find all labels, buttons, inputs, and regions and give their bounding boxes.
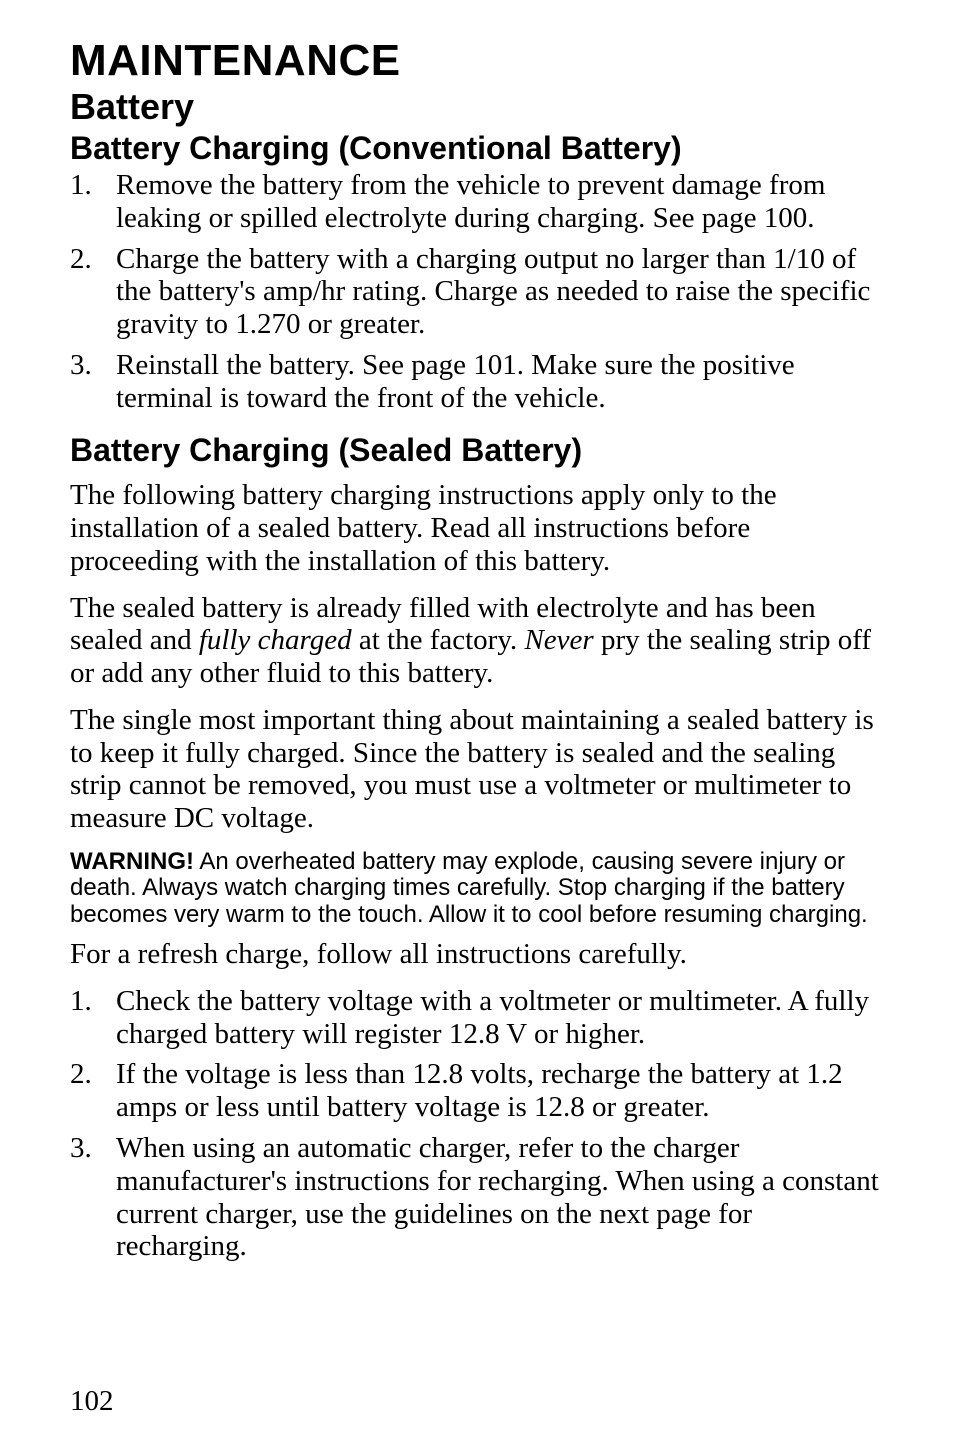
list-item: Reinstall the battery. See page 101. Mak… [70,349,884,415]
doc-subtitle: Battery [70,86,884,128]
section1-heading: Battery Charging (Conventional Battery) [70,130,884,167]
section2-list: Check the battery voltage with a voltmet… [70,985,884,1263]
list-item: Remove the battery from the vehicle to p… [70,169,884,235]
warning-paragraph: WARNING! An overheated battery may explo… [70,849,884,928]
section2-heading: Battery Charging (Sealed Battery) [70,432,884,469]
list-item: Check the battery voltage with a voltmet… [70,985,884,1051]
list-item: Charge the battery with a charging outpu… [70,243,884,341]
italic-text: fully charged [199,624,352,656]
italic-text: Never [524,624,593,656]
section2-p1: The following battery charging instructi… [70,479,884,577]
page-number: 102 [70,1385,114,1418]
section2-p2: The sealed battery is already filled wit… [70,592,884,690]
text-run: at the factory. [352,624,525,656]
section1-list: Remove the battery from the vehicle to p… [70,169,884,414]
doc-title: MAINTENANCE [70,36,884,86]
section2-p3: The single most important thing about ma… [70,704,884,835]
list-item: If the voltage is less than 12.8 volts, … [70,1058,884,1124]
warning-label: WARNING! [70,848,194,875]
list-item: When using an automatic charger, refer t… [70,1132,884,1263]
section2-p4: For a refresh charge, follow all instruc… [70,938,884,971]
